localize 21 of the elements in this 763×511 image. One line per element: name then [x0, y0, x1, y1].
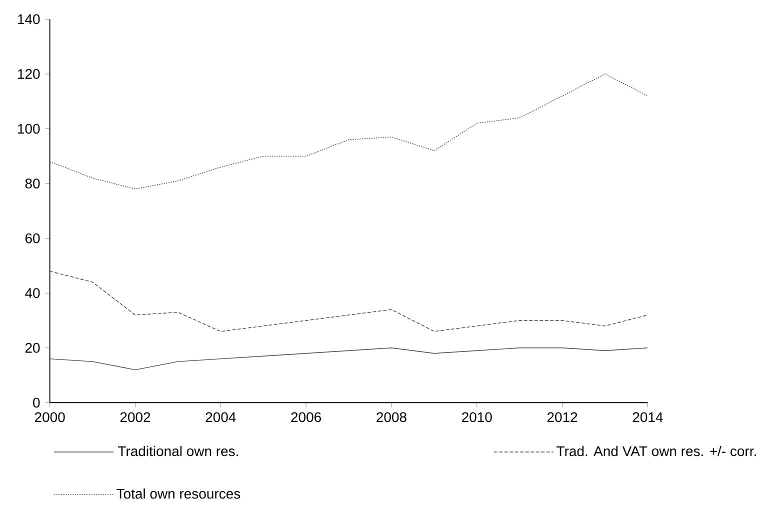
x-tick-label: 2000 — [34, 412, 65, 422]
x-tick-label: 2010 — [462, 412, 492, 422]
x-tick-label: 2012 — [547, 412, 578, 422]
x-tick-label: 2014 — [632, 412, 663, 422]
x-tick-label: 2008 — [376, 412, 406, 422]
y-tick-label: 40 — [25, 288, 40, 298]
x-tick-label: 2004 — [206, 412, 236, 422]
line-series — [50, 347, 648, 370]
line-series — [50, 270, 648, 332]
y-tick-label: 0 — [33, 398, 40, 408]
legend-label: Trad. And VAT own res. +/- corr. — [556, 446, 756, 456]
x-tick-label: 2002 — [120, 412, 150, 422]
y-tick-label: 140 — [18, 14, 40, 24]
y-tick-label: 80 — [25, 178, 40, 188]
y-tick-label: 100 — [18, 124, 40, 134]
x-tick-label: 2006 — [291, 412, 321, 422]
y-tick-label: 20 — [25, 342, 40, 353]
legend-label: Total own resources — [116, 488, 240, 499]
legend-label: Traditional own res. — [118, 446, 238, 456]
y-tick-label: 120 — [18, 68, 40, 79]
y-tick-label: 60 — [25, 233, 40, 244]
